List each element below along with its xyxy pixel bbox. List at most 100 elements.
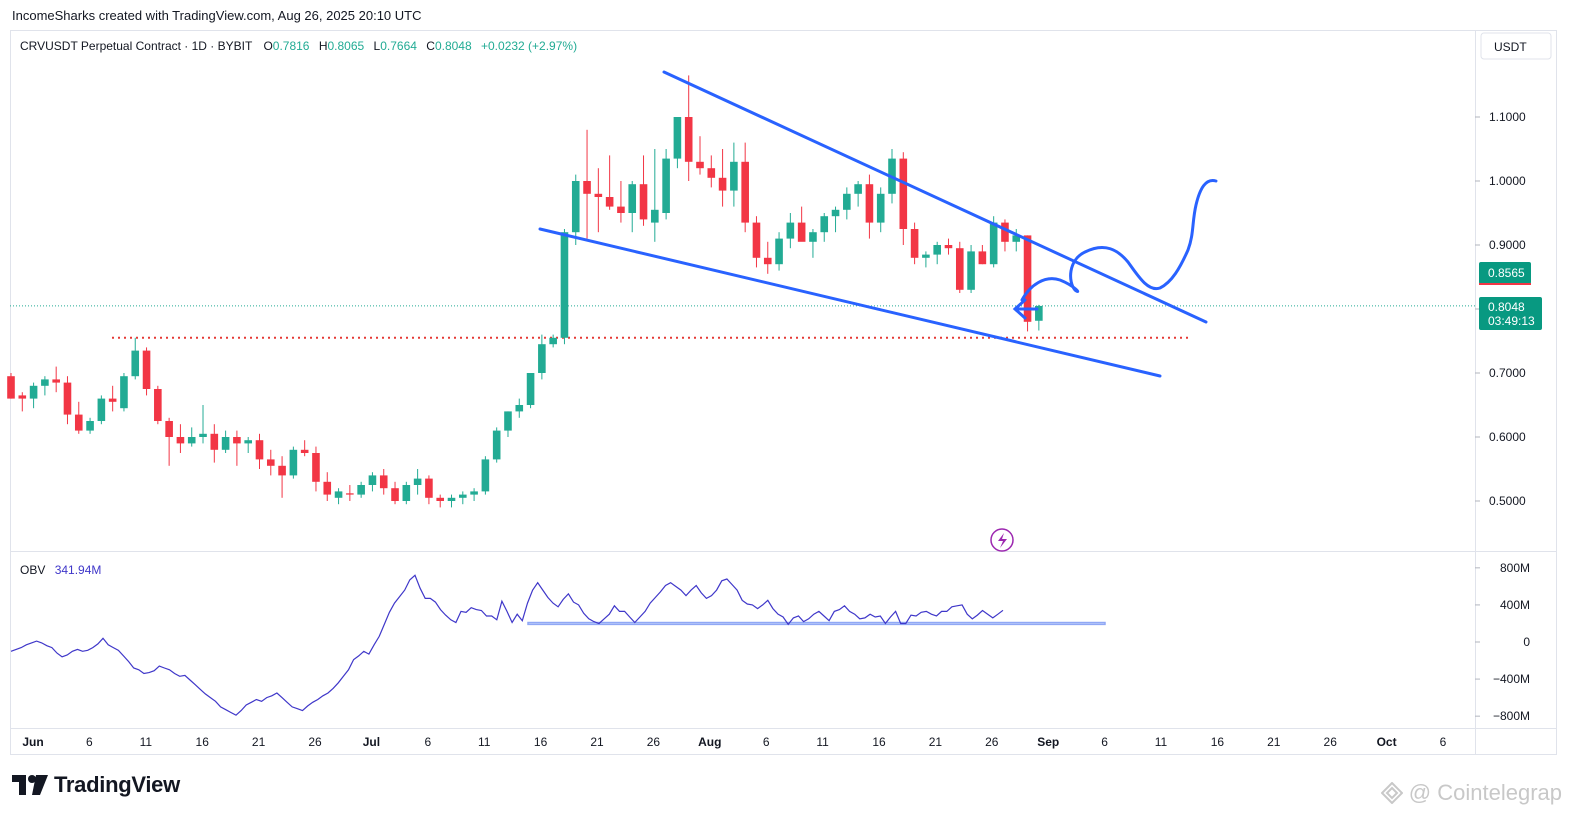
candlestick-series — [7, 75, 1043, 508]
candle-body — [843, 193, 851, 210]
tradingview-logo-icon — [12, 775, 48, 795]
candle-countdown: 03:49:13 — [1488, 314, 1535, 328]
candle-body — [447, 497, 456, 501]
close-label: C — [426, 39, 435, 53]
time-tick-label: 11 — [140, 735, 153, 749]
candle-body — [402, 485, 411, 501]
candle-body — [651, 209, 659, 223]
obv-tick-label: 0 — [1523, 635, 1530, 649]
time-tick-label: 26 — [1324, 735, 1338, 749]
candle-body — [357, 485, 365, 495]
candle-body — [199, 433, 207, 437]
open-label: O — [263, 39, 272, 53]
candle-body — [628, 184, 637, 213]
candle-body — [809, 232, 817, 242]
wedge-lower-trendline — [538, 227, 1162, 378]
candle-body — [876, 193, 885, 223]
candle-body — [41, 379, 49, 386]
candle-body — [97, 398, 106, 421]
candle-body — [413, 478, 422, 485]
candle-body — [594, 193, 603, 197]
candle-body — [120, 376, 128, 409]
candle-body — [526, 373, 535, 405]
tradingview-wordmark: TradingView — [54, 772, 180, 797]
candle-body — [831, 209, 840, 217]
event-marker[interactable] — [990, 528, 1014, 552]
projected-path-scribble — [1020, 178, 1218, 302]
candle-body — [854, 184, 862, 194]
time-tick-label: 11 — [816, 735, 829, 749]
candle-body — [244, 440, 252, 444]
candle-body — [1001, 222, 1009, 242]
candle-body — [142, 350, 151, 389]
obv-support-band — [527, 621, 1106, 626]
obv-tick-label: 400M — [1500, 598, 1530, 612]
candle-body — [187, 437, 196, 444]
time-tick-label: 21 — [590, 735, 604, 749]
candle-body — [86, 421, 94, 431]
candle-body — [266, 459, 275, 466]
candle-body — [741, 161, 749, 223]
candle-body — [1035, 305, 1043, 321]
time-tick-label: 6 — [1440, 735, 1447, 749]
candle-body — [312, 453, 320, 482]
candle-body — [131, 350, 140, 377]
currency-button[interactable]: USDT — [1480, 32, 1552, 60]
candle-body — [662, 158, 670, 213]
obv-line — [10, 574, 1004, 716]
upper-price-tag-text: 0.8565 — [1488, 266, 1525, 280]
candle-body — [176, 437, 185, 444]
chart-caption: IncomeSharks created with TradingView.co… — [12, 8, 422, 23]
candle-body — [967, 251, 975, 290]
candle-body — [549, 337, 557, 345]
candle-body — [481, 459, 490, 492]
time-tick-label: Oct — [1377, 735, 1397, 749]
obv-legend: OBV 341.94M — [20, 563, 101, 577]
candle-body — [899, 158, 908, 229]
wedge-upper-trendline — [662, 70, 1208, 324]
price-tick-label: 1.0000 — [1489, 174, 1526, 188]
candle-body — [775, 238, 783, 265]
candle-body — [1023, 235, 1032, 322]
candle-body — [108, 398, 117, 402]
time-tick-label: 21 — [1267, 735, 1281, 749]
time-axis: Jun 6 11 16 21 26 Jul 6 11 16 21 26 Aug 6 11 16 21 26 Sep 6… — [22, 735, 1446, 749]
price-tick-label: 1.1000 — [1489, 110, 1526, 124]
candle-body — [910, 229, 919, 258]
cointelegraph-watermark: @ Cointelegrap — [1380, 780, 1562, 806]
candle-body — [707, 168, 716, 178]
falling-wedge-annotation — [538, 70, 1218, 378]
time-tick-label: 11 — [478, 735, 491, 749]
candle-body — [29, 385, 38, 399]
candle-body — [255, 440, 264, 460]
candle-body — [922, 254, 930, 258]
price-tick-label: 0.6000 — [1489, 430, 1526, 444]
candle-body — [233, 437, 241, 444]
candle-body — [560, 232, 569, 338]
candle-body — [323, 481, 332, 495]
candle-body — [571, 181, 580, 233]
candle-body — [786, 222, 795, 239]
candle-body — [605, 197, 614, 207]
obv-tick-label: −400M — [1493, 672, 1530, 686]
cointelegraph-icon — [1380, 782, 1403, 804]
price-tick-label: 0.9000 — [1489, 238, 1526, 252]
close-value: 0.8048 — [435, 39, 472, 53]
obv-label: OBV — [20, 563, 45, 577]
candle-body — [278, 465, 286, 476]
currency-label: USDT — [1494, 40, 1527, 54]
candle-body — [673, 117, 682, 159]
symbol-legend: CRVUSDT Perpetual Contract · 1D · BYBIT … — [20, 39, 577, 53]
time-tick-label: 6 — [86, 735, 93, 749]
candle-body — [391, 488, 399, 501]
candle-body — [221, 437, 230, 450]
candle-body — [300, 449, 309, 453]
candle-body — [154, 389, 162, 421]
candle-body — [684, 117, 693, 162]
candle-body — [470, 491, 478, 495]
watermark-text: @ Cointelegrap — [1408, 780, 1562, 805]
candle-body — [436, 497, 445, 501]
candle-body — [165, 421, 173, 437]
time-tick-label: 16 — [872, 735, 886, 749]
candle-body — [718, 177, 727, 191]
